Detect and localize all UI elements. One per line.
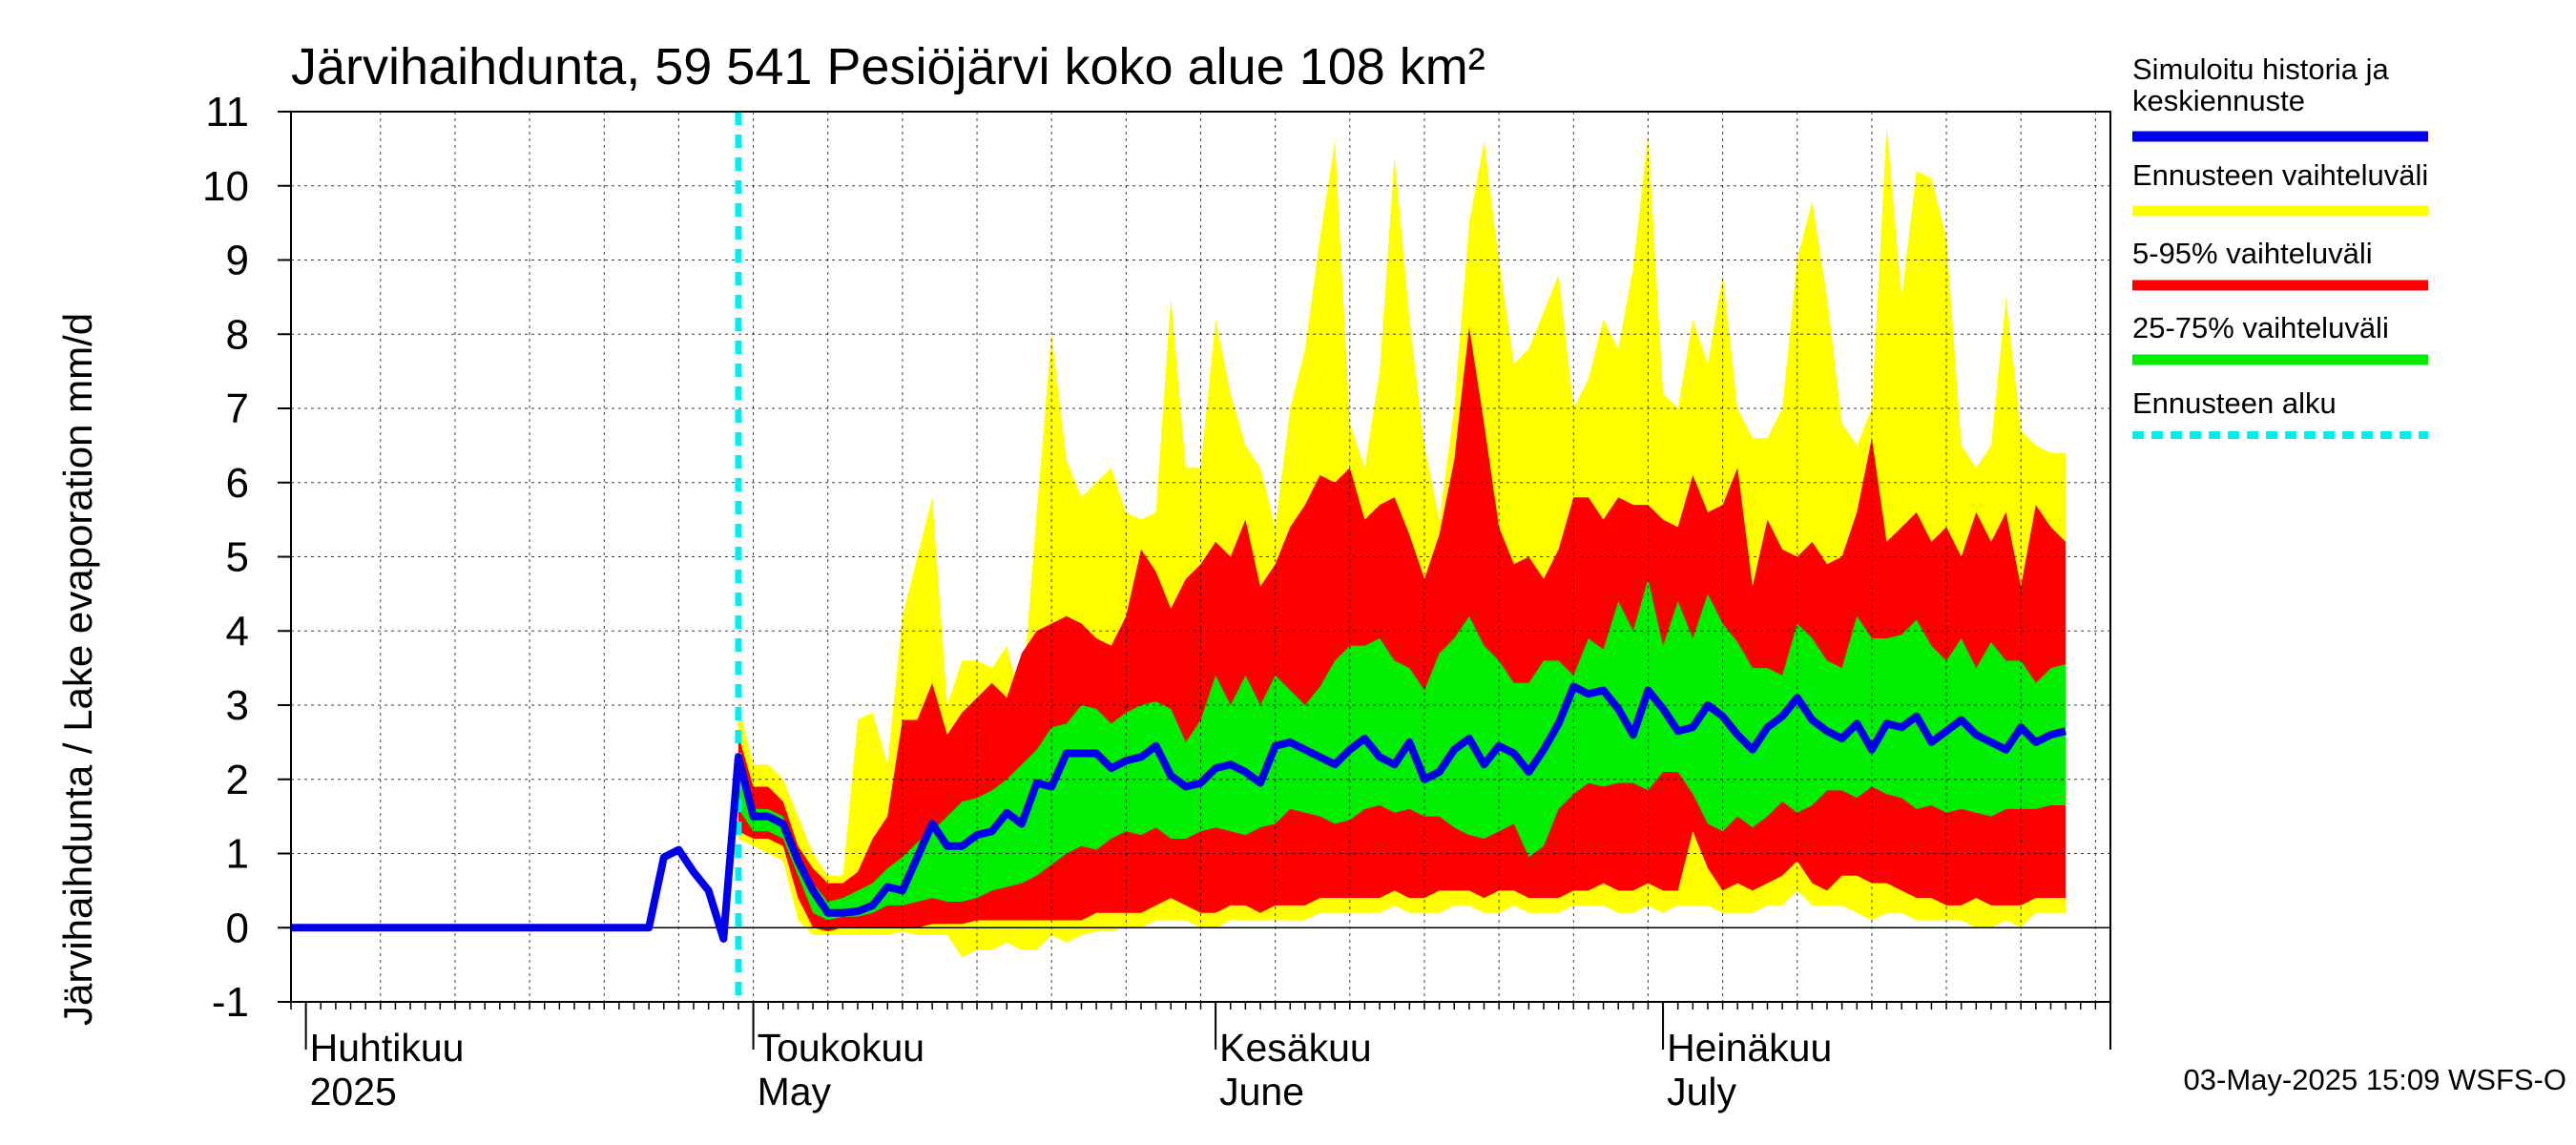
month-label-en: June	[1219, 1070, 1304, 1114]
y-tick-label: 5	[226, 534, 249, 581]
footer-timestamp: 03-May-2025 15:09 WSFS-O	[2184, 1063, 2566, 1096]
y-axis-label: Järvihaihdunta / Lake evaporation mm/d	[55, 313, 100, 1026]
mean-forecast-line	[291, 682, 2067, 943]
y-tick-label: 1	[226, 831, 249, 878]
month-label-en: 2025	[310, 1070, 397, 1114]
y-tick-label: 9	[226, 238, 249, 284]
legend-label: Ennusteen vaihteluväli	[2132, 158, 2428, 192]
month-label-fi: Kesäkuu	[1219, 1026, 1372, 1070]
month-label-en: May	[758, 1070, 832, 1114]
month-label-fi: Toukokuu	[758, 1026, 925, 1070]
y-tick-label: -1	[212, 979, 249, 1026]
legend-label: Ennusteen alku	[2132, 386, 2337, 420]
month-label-en: July	[1667, 1070, 1736, 1114]
month-label-fi: Huhtikuu	[310, 1026, 465, 1070]
y-tick-label: 8	[226, 311, 249, 358]
y-tick-label: 6	[226, 460, 249, 507]
y-tick-label: 11	[205, 89, 249, 135]
legend-label: 25-75% vaihteluväli	[2132, 311, 2389, 344]
y-tick-label: 3	[226, 682, 249, 729]
y-tick-label: 7	[226, 385, 249, 432]
y-tick-label: 2	[226, 757, 249, 803]
y-tick-label: 10	[202, 163, 249, 210]
legend-label: Simuloitu historia ja	[2132, 52, 2390, 86]
chart-title: Järvihaihdunta, 59 541 Pesiöjärvi koko a…	[291, 38, 1485, 95]
y-tick-label: 4	[226, 608, 249, 655]
y-tick-label: 0	[226, 905, 249, 951]
month-label-fi: Heinäkuu	[1667, 1026, 1832, 1070]
legend-label: 5-95% vaihteluväli	[2132, 237, 2373, 270]
legend-label: keskiennuste	[2132, 84, 2305, 117]
